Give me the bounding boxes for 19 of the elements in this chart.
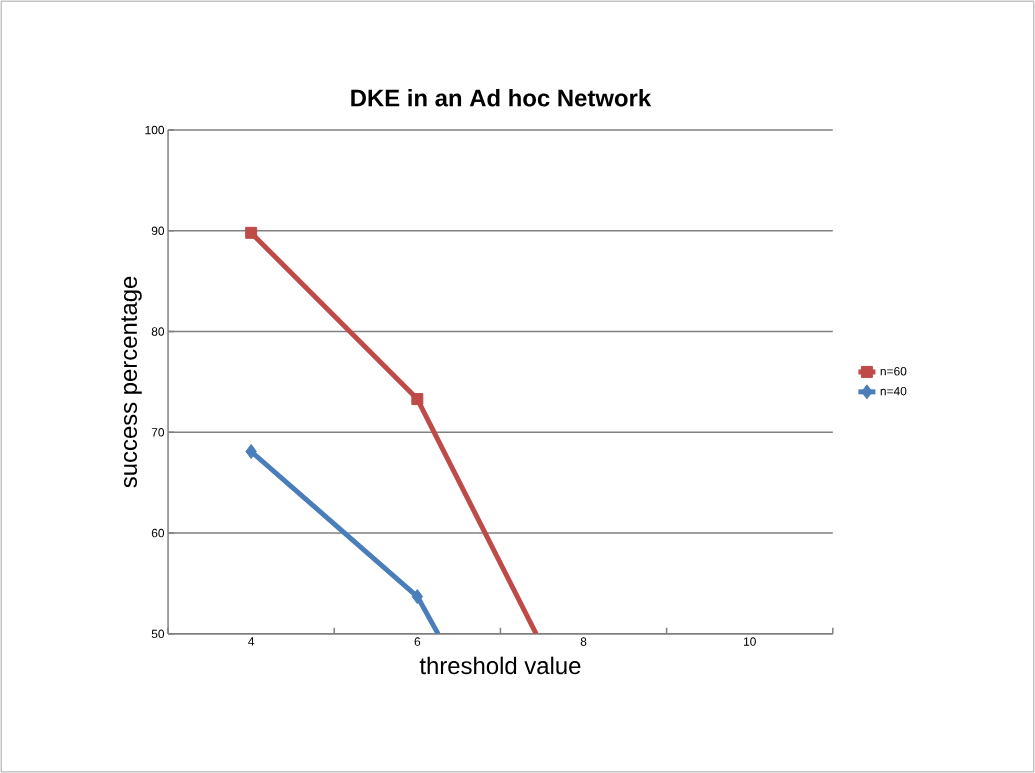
- point: [245, 443, 257, 459]
- x-tick-label: 10: [743, 637, 756, 646]
- y-axis-title: success percentage: [121, 276, 142, 488]
- point: [411, 393, 424, 406]
- y-tick-label: 100: [145, 125, 165, 135]
- x-tick-label: 8: [580, 637, 587, 646]
- x-tick-label: 4: [248, 637, 255, 646]
- chart-title: DKE in an Ad hoc Network: [351, 88, 652, 107]
- y-tick-label: 60: [151, 528, 165, 538]
- point: [245, 226, 258, 239]
- point: [411, 589, 424, 605]
- y-tick-label: 70: [151, 428, 165, 437]
- y-tick-label: 50: [151, 629, 165, 639]
- x-tick-label: 6: [414, 637, 421, 646]
- legend-label: n=60: [880, 366, 907, 376]
- legend-label: n=40: [880, 386, 907, 396]
- y-tick-label: 90: [151, 226, 165, 235]
- x-axis-title: threshold value: [419, 656, 581, 675]
- y-tick-label: 80: [151, 327, 165, 336]
